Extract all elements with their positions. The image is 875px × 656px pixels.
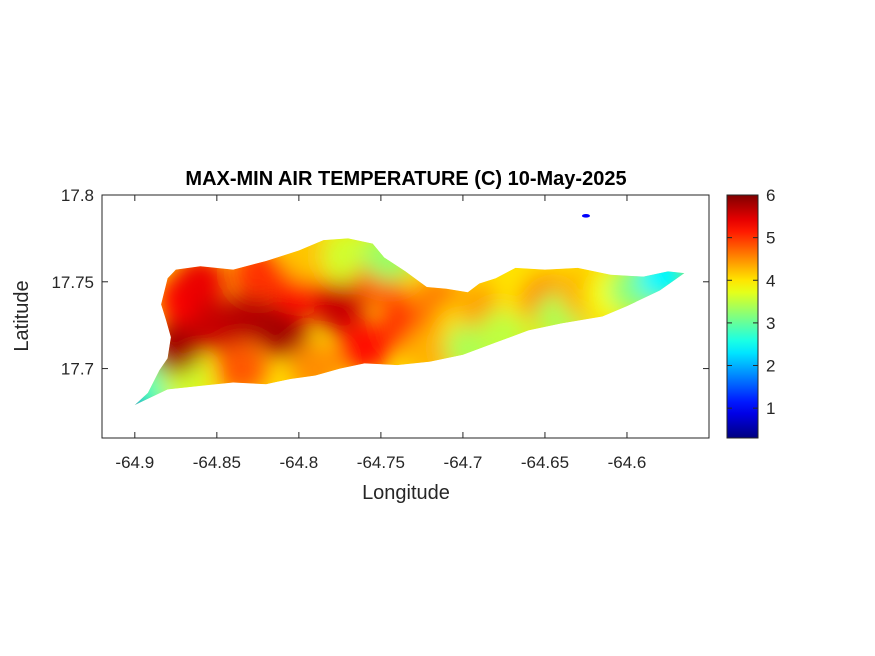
x-tick-label: -64.65 bbox=[521, 453, 569, 472]
colorbar-ticks: 1 2 3 4 5 6 bbox=[727, 186, 775, 418]
x-axis-ticks: -64.9 -64.85 -64.8 -64.75 -64.7 -64.65 -64.6 bbox=[115, 195, 646, 472]
x-tick-label: -64.75 bbox=[357, 453, 405, 472]
x-axis-label: Longitude bbox=[362, 482, 450, 504]
y-axis-label: Latitude bbox=[11, 280, 33, 351]
x-tick-label: -64.6 bbox=[608, 453, 647, 472]
x-tick-label: -64.85 bbox=[193, 453, 241, 472]
islet-layer bbox=[581, 214, 590, 218]
y-axis-ticks: 17.7 17.75 17.8 bbox=[51, 186, 709, 379]
x-tick-label: -64.7 bbox=[444, 453, 483, 472]
temperature-point bbox=[313, 281, 366, 334]
y-tick-label: 17.8 bbox=[61, 186, 94, 205]
colorbar-tick-label: 3 bbox=[766, 314, 775, 333]
colorbar-tick-label: 6 bbox=[766, 186, 775, 205]
x-tick-label: -64.9 bbox=[115, 453, 154, 472]
colorbar-tick-label: 1 bbox=[766, 399, 775, 418]
y-tick-label: 17.75 bbox=[51, 273, 94, 292]
colorbar-tick-label: 4 bbox=[766, 271, 775, 290]
chart-title: MAX-MIN AIR TEMPERATURE (C) 10-May-2025 bbox=[185, 168, 626, 190]
y-tick-label: 17.7 bbox=[61, 360, 94, 379]
axes-frame bbox=[101, 194, 710, 439]
temperature-point bbox=[174, 255, 227, 308]
temperature-point bbox=[256, 304, 309, 357]
temperature-point bbox=[338, 321, 391, 374]
x-tick-label: -64.8 bbox=[279, 453, 318, 472]
colorbar-tick-label: 2 bbox=[766, 357, 775, 376]
colorbar bbox=[726, 194, 759, 439]
colorbar-tick-label: 5 bbox=[766, 229, 775, 248]
islet-point bbox=[581, 214, 590, 218]
temperature-point bbox=[215, 342, 268, 395]
